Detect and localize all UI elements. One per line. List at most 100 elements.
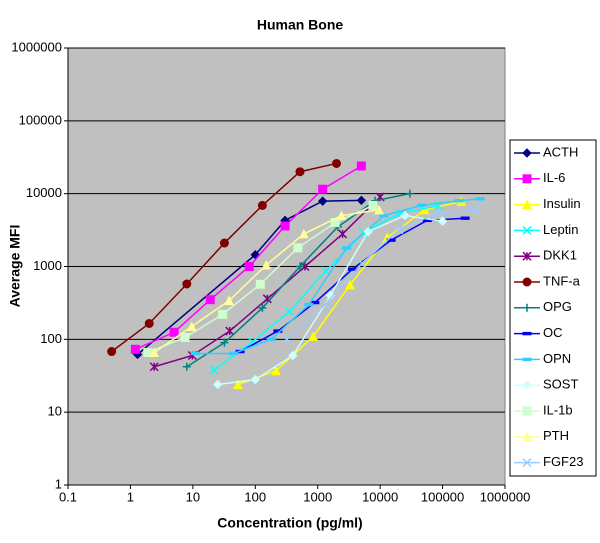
marker	[342, 246, 352, 250]
marker	[182, 279, 192, 289]
legend-label: TNF-a	[543, 273, 581, 288]
legend-label: ACTH	[543, 144, 578, 159]
marker	[284, 307, 294, 317]
marker	[345, 279, 355, 290]
marker	[475, 197, 485, 201]
marker	[368, 200, 378, 210]
legend-label: OPN	[543, 351, 571, 366]
x-tick-label: 1	[127, 489, 134, 504]
marker	[219, 238, 229, 248]
marker	[107, 347, 117, 357]
legend-label: SOST	[543, 377, 578, 392]
legend-label: OC	[543, 325, 563, 340]
marker	[432, 208, 442, 218]
x-tick-label: 100	[244, 489, 266, 504]
marker	[169, 327, 179, 337]
marker	[325, 290, 336, 301]
y-tick-label: 100000	[19, 112, 62, 127]
marker	[356, 161, 366, 171]
marker	[522, 199, 532, 210]
y-tick-label: 1000000	[11, 39, 62, 54]
legend-label: FGF23	[543, 454, 583, 469]
marker	[271, 365, 281, 376]
marker	[295, 167, 305, 177]
marker	[149, 362, 159, 372]
marker	[293, 243, 303, 253]
marker	[258, 303, 267, 312]
y-tick-label: 100	[40, 331, 62, 346]
marker	[336, 210, 347, 221]
marker	[261, 259, 272, 270]
marker	[522, 251, 532, 261]
marker	[523, 303, 531, 312]
marker	[186, 321, 197, 332]
legend-label: Leptin	[543, 222, 578, 237]
marker	[144, 318, 154, 328]
marker	[356, 195, 367, 206]
marker	[182, 362, 191, 371]
marker	[255, 279, 265, 289]
marker	[250, 374, 260, 385]
marker	[522, 406, 532, 416]
y-tick-label: 1	[55, 476, 62, 491]
legend-label: Insulin	[543, 196, 581, 211]
x-axis-title: Concentration (pg/ml)	[217, 515, 362, 531]
marker	[522, 431, 532, 442]
marker	[332, 158, 342, 168]
marker	[522, 357, 532, 362]
marker	[180, 332, 190, 342]
x-tick-label: 100000	[421, 489, 464, 504]
marker	[280, 221, 290, 231]
marker	[149, 347, 159, 357]
marker	[522, 277, 532, 287]
marker	[257, 200, 267, 210]
marker	[470, 205, 480, 215]
marker	[420, 204, 430, 215]
marker	[288, 350, 298, 361]
marker	[321, 266, 331, 276]
marker	[320, 300, 330, 310]
marker	[522, 148, 532, 158]
legend-label: DKK1	[543, 248, 577, 263]
marker	[224, 295, 234, 306]
marker	[522, 380, 532, 390]
y-tick-label: 1000	[33, 258, 62, 273]
marker	[190, 351, 200, 356]
marker	[400, 210, 410, 221]
marker	[394, 225, 404, 235]
marker	[295, 262, 304, 271]
marker	[460, 216, 470, 220]
x-tick-label: 10000	[362, 489, 398, 504]
marker	[233, 379, 243, 389]
legend-label: PTH	[543, 428, 569, 443]
legend-label: IL-1b	[543, 402, 573, 417]
marker	[205, 295, 215, 305]
marker	[318, 184, 328, 194]
marker	[299, 228, 309, 239]
marker	[225, 326, 235, 336]
marker	[218, 309, 228, 319]
marker	[405, 189, 414, 198]
marker	[338, 229, 348, 239]
marker	[308, 331, 319, 341]
legend-label: OPG	[543, 299, 572, 314]
y-tick-label: 10	[48, 404, 62, 419]
marker	[522, 225, 532, 235]
marker	[357, 258, 367, 269]
x-tick-label: 10	[186, 489, 200, 504]
marker	[282, 334, 292, 344]
legend-label: IL-6	[543, 170, 565, 185]
marker	[304, 302, 314, 307]
chart-title: Human Bone	[257, 17, 344, 33]
x-tick-label: 0.1	[59, 489, 77, 504]
marker	[522, 331, 532, 336]
marker	[379, 213, 389, 218]
marker	[417, 203, 427, 208]
marker	[266, 337, 276, 342]
y-tick-label: 10000	[26, 185, 62, 200]
marker	[212, 379, 223, 390]
marker	[522, 458, 532, 468]
marker	[363, 227, 373, 237]
series-line	[286, 209, 476, 340]
